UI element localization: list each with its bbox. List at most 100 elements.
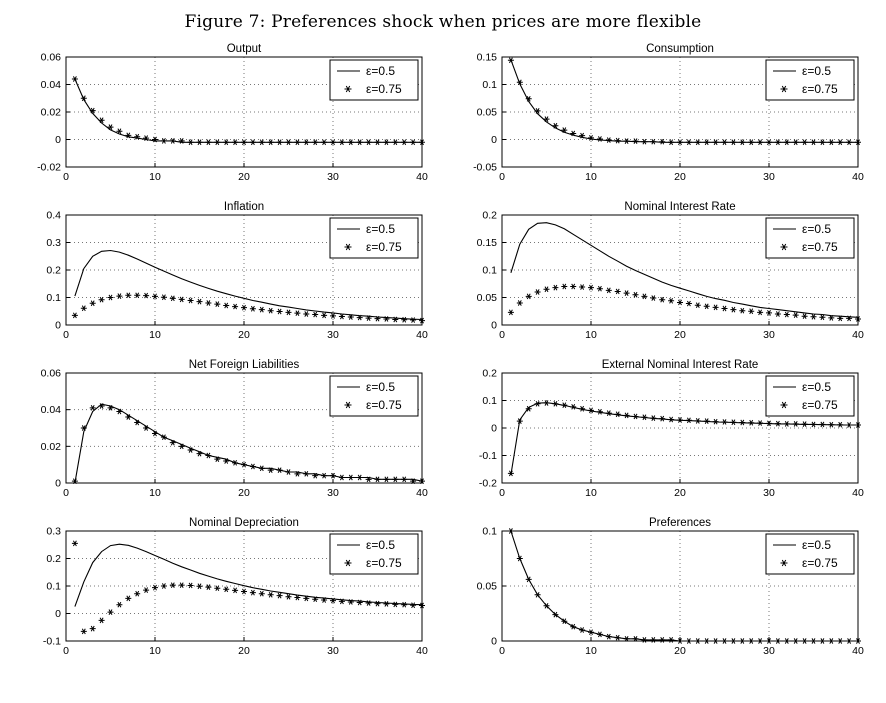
y-tick-label: 0.06 <box>41 368 62 380</box>
asterisk-marker <box>89 300 96 307</box>
asterisk-marker <box>196 450 203 457</box>
x-tick-label: 10 <box>585 487 597 499</box>
asterisk-marker <box>712 418 719 425</box>
asterisk-marker <box>365 600 372 606</box>
x-tick-label: 10 <box>585 329 597 341</box>
legend-box <box>765 217 855 259</box>
asterisk-marker <box>338 313 345 320</box>
asterisk-marker <box>605 633 612 640</box>
y-tick-label: 0.06 <box>41 52 62 64</box>
asterisk-marker <box>579 132 586 139</box>
asterisk-marker <box>258 139 265 146</box>
asterisk-marker <box>347 314 354 320</box>
series-markers-eps075 <box>71 292 425 324</box>
asterisk-marker <box>525 293 532 300</box>
asterisk-marker <box>125 132 132 139</box>
asterisk-marker <box>730 306 737 313</box>
asterisk-marker <box>792 421 799 427</box>
series-markers-eps075 <box>507 400 861 477</box>
axes-border <box>501 530 859 642</box>
y-tick-label: -0.05 <box>473 162 497 174</box>
asterisk-marker <box>249 463 256 470</box>
asterisk-marker <box>605 287 612 294</box>
subplot-title: Net Foreign Liabilities <box>189 359 300 371</box>
asterisk-marker <box>169 295 176 302</box>
asterisk-marker <box>774 420 781 427</box>
x-tick-label: 40 <box>416 329 428 341</box>
asterisk-marker <box>374 139 381 146</box>
asterisk-marker <box>116 293 123 299</box>
asterisk-marker <box>410 139 417 146</box>
asterisk-marker <box>294 470 301 477</box>
y-tick-label: 0 <box>491 320 497 332</box>
asterisk-marker <box>285 593 292 600</box>
y-tick-label: 0 <box>55 134 61 146</box>
asterisk-marker <box>659 415 666 422</box>
asterisk-marker <box>196 139 203 146</box>
net-foreign-liabilities-plot: 0 10 20 30 40 0 0.02 0.04 0.06 Net Foreign Liabil… <box>41 359 428 499</box>
asterisk-marker <box>570 283 577 290</box>
asterisk-marker <box>214 585 221 592</box>
asterisk-marker <box>525 576 532 583</box>
series-markers-eps075 <box>71 403 425 485</box>
x-tick-label: 0 <box>499 171 505 183</box>
asterisk-marker <box>134 292 141 299</box>
asterisk-marker <box>169 138 176 144</box>
asterisk-marker <box>338 474 345 481</box>
asterisk-marker <box>632 413 639 420</box>
y-tick-label: -0.02 <box>37 162 61 174</box>
asterisk-marker <box>694 418 701 424</box>
x-tick-label: 0 <box>499 645 505 657</box>
asterisk-marker <box>241 588 247 595</box>
asterisk-marker <box>659 138 666 145</box>
x-tick-label: 40 <box>852 645 864 657</box>
asterisk-marker <box>748 419 755 426</box>
asterisk-marker <box>605 137 612 143</box>
legend-asterisk-sample <box>780 85 788 93</box>
asterisk-marker <box>401 601 408 608</box>
x-tick-label: 20 <box>238 329 250 341</box>
x-tick-label: 10 <box>149 487 161 499</box>
asterisk-marker <box>792 139 799 146</box>
x-tick-label: 40 <box>852 329 864 341</box>
asterisk-marker <box>552 284 559 291</box>
asterisk-marker <box>641 293 648 300</box>
asterisk-marker <box>543 286 550 293</box>
asterisk-marker <box>659 296 666 303</box>
asterisk-marker <box>321 312 328 319</box>
chart-panel-nominal-depreciation: 0 10 20 30 40 -0.1 0 0.1 0.2 0.3 Nominal Depreciat… <box>14 514 440 672</box>
legend-box <box>765 59 855 101</box>
asterisk-marker <box>303 470 310 477</box>
series-line-eps05 <box>510 59 858 143</box>
asterisk-marker <box>160 583 167 589</box>
asterisk-marker <box>330 313 336 319</box>
asterisk-marker <box>205 139 212 146</box>
asterisk-marker <box>588 135 594 141</box>
y-tick-label: 0 <box>491 134 497 146</box>
y-tick-label: 0 <box>491 423 497 435</box>
asterisk-marker <box>98 617 105 624</box>
asterisk-marker <box>525 405 532 412</box>
asterisk-marker <box>365 139 372 146</box>
asterisk-marker <box>614 634 621 641</box>
asterisk-marker <box>819 421 826 428</box>
asterisk-marker <box>739 419 746 426</box>
asterisk-marker <box>89 107 96 114</box>
asterisk-marker <box>80 628 87 635</box>
asterisk-marker <box>125 414 132 420</box>
y-tick-label: 0.2 <box>46 265 61 277</box>
y-tick-label: 0.4 <box>46 210 61 222</box>
asterisk-marker <box>801 139 808 146</box>
axes-border <box>501 372 859 484</box>
asterisk-marker <box>570 623 577 630</box>
asterisk-marker <box>356 474 363 481</box>
asterisk-marker <box>801 313 808 320</box>
asterisk-marker <box>570 130 577 137</box>
x-tick-label: 40 <box>416 645 428 657</box>
asterisk-marker <box>623 290 630 296</box>
asterisk-marker <box>668 637 675 643</box>
asterisk-marker <box>792 312 799 318</box>
asterisk-marker <box>739 307 746 314</box>
asterisk-marker <box>285 309 292 316</box>
asterisk-marker <box>668 139 675 146</box>
